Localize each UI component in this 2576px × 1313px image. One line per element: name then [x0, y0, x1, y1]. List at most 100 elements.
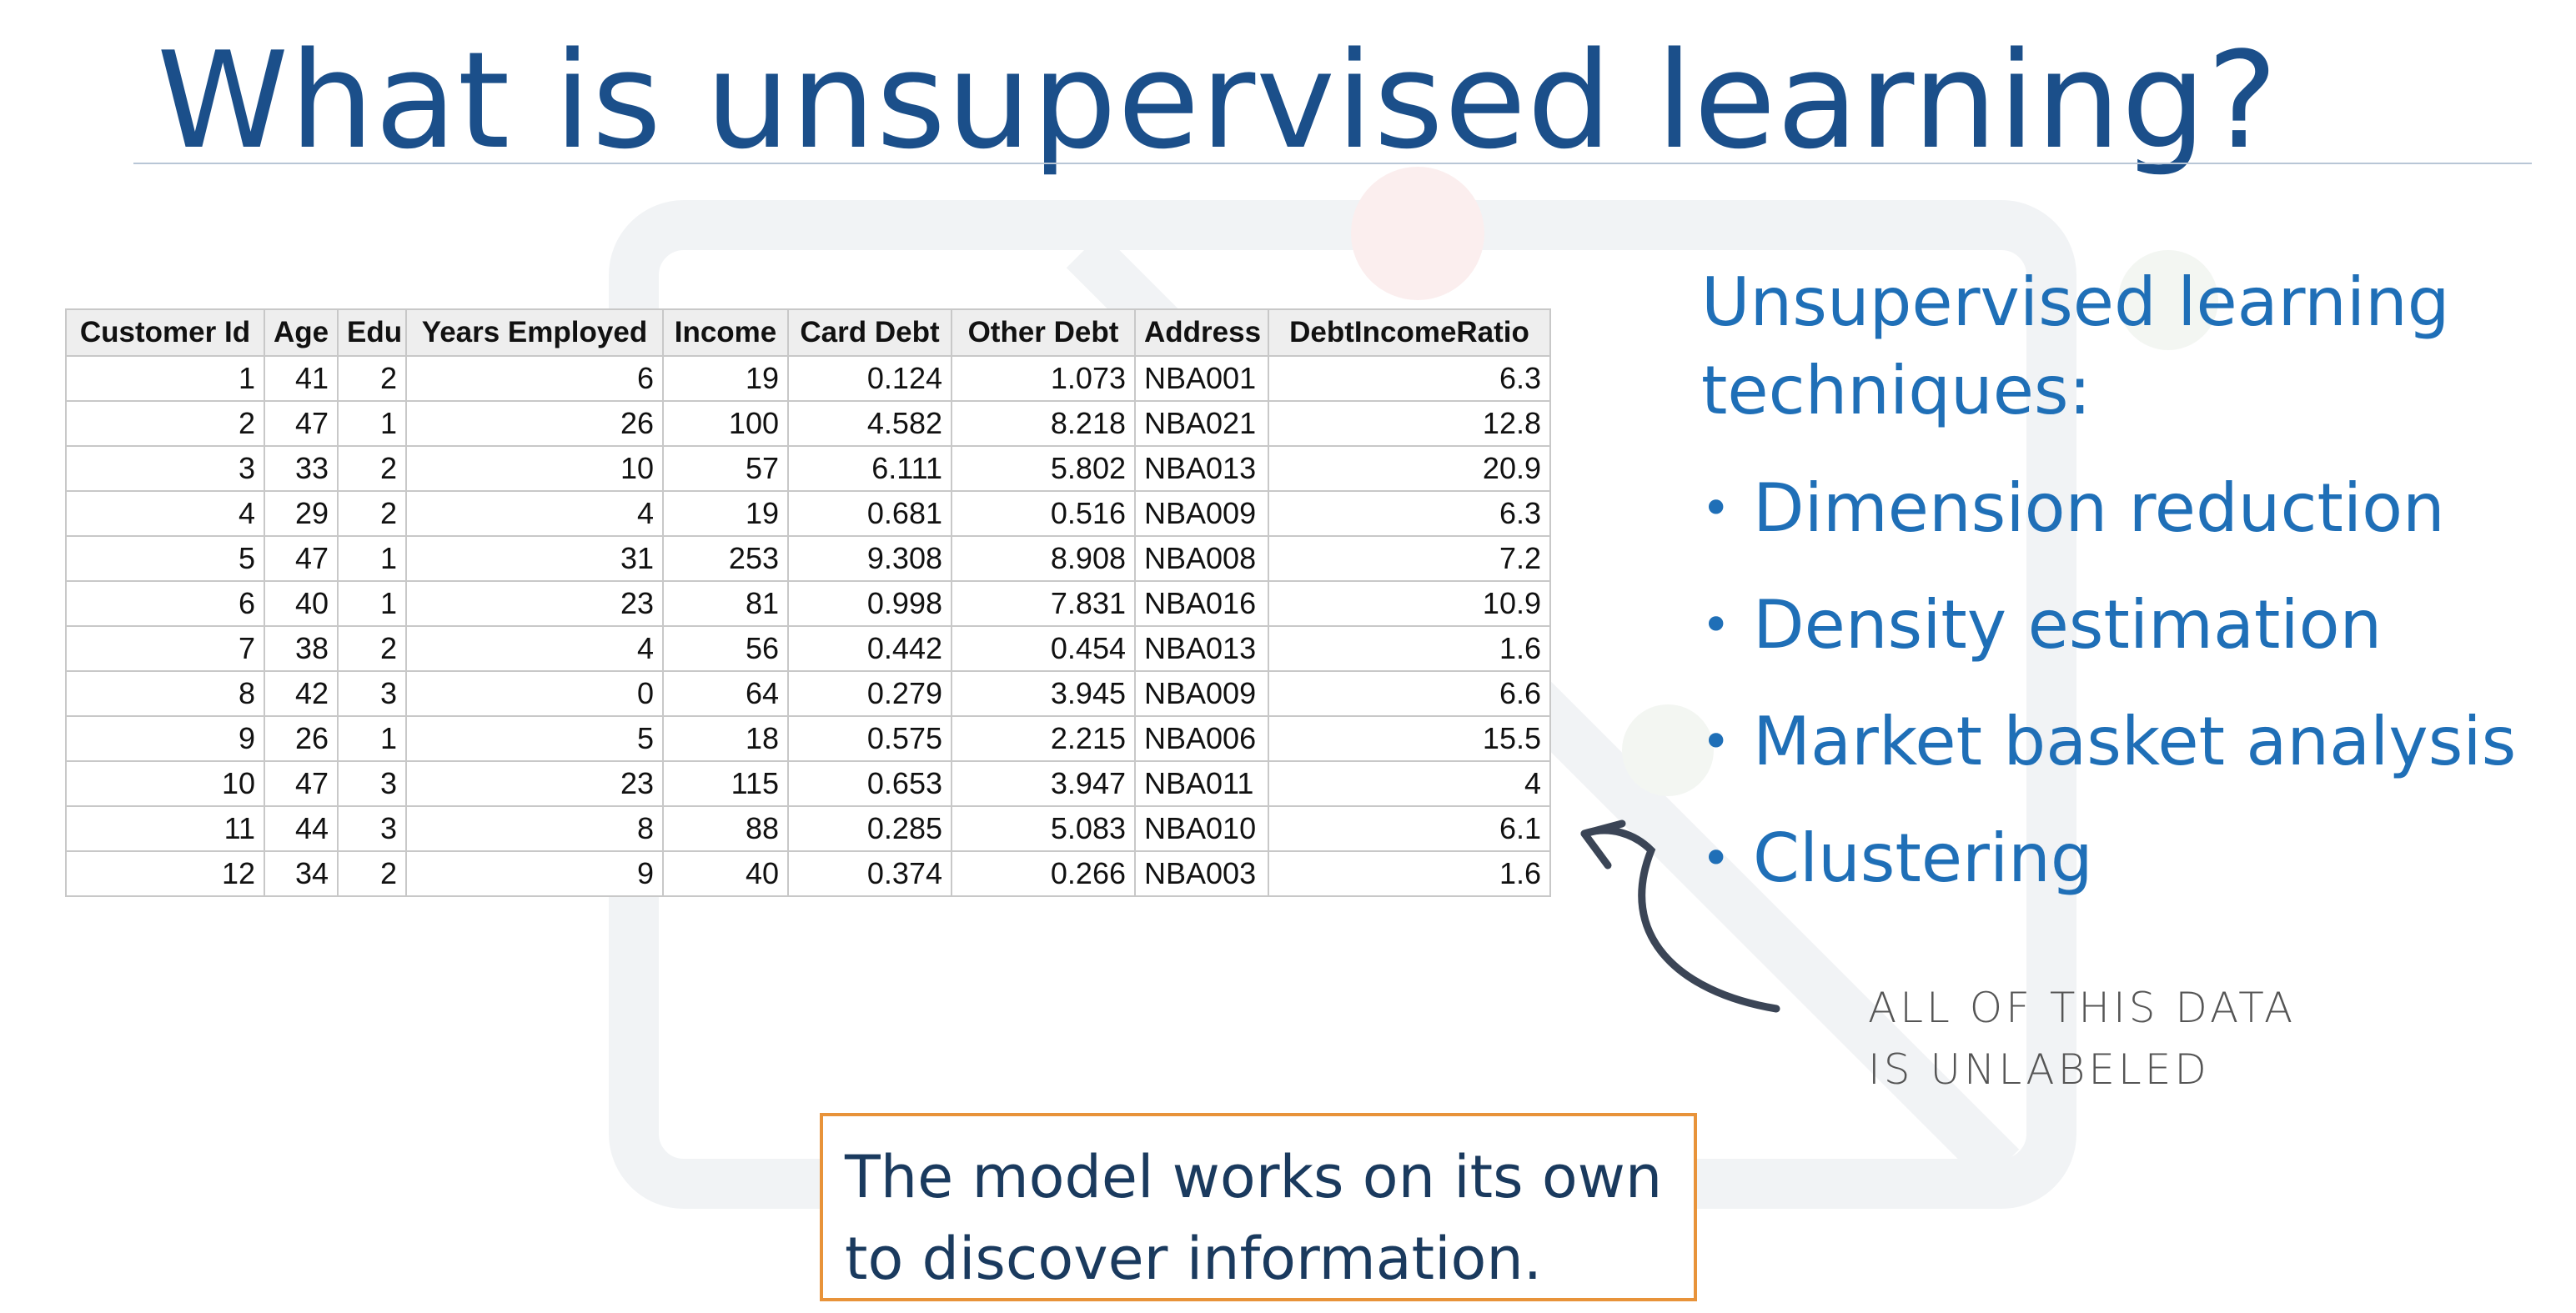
- bullet-icon: •: [1701, 713, 1731, 771]
- table-row: 9 26 1 5 18 0.575 2.215 NBA006 15.5: [65, 715, 1551, 762]
- table-cell: 4: [405, 490, 664, 537]
- table-cell: NBA006: [1134, 715, 1269, 762]
- table-cell: 6.3: [1268, 355, 1551, 402]
- table-row: 11 44 3 8 88 0.285 5.083 NBA010 6.1: [65, 805, 1551, 852]
- column-header: Address: [1134, 308, 1269, 357]
- table-cell: 2: [65, 400, 265, 447]
- table-row: 7 38 2 4 56 0.442 0.454 NBA013 1.6: [65, 625, 1551, 672]
- table-cell: 0.124: [787, 355, 952, 402]
- table-cell: 29: [264, 490, 339, 537]
- table-cell: 0.575: [787, 715, 952, 762]
- table-cell: 10.9: [1268, 580, 1551, 627]
- column-header: Other Debt: [951, 308, 1136, 357]
- table-cell: 2: [337, 625, 407, 672]
- table-cell: NBA010: [1134, 805, 1269, 852]
- table-cell: 1: [337, 535, 407, 582]
- table-cell: 0.285: [787, 805, 952, 852]
- table-cell: 47: [264, 400, 339, 447]
- table-cell: 10: [65, 760, 265, 807]
- table-cell: 40: [662, 850, 789, 897]
- table-cell: 8: [65, 670, 265, 717]
- table-cell: 0.279: [787, 670, 952, 717]
- table-row: 6 40 1 23 81 0.998 7.831 NBA016 10.9: [65, 580, 1551, 627]
- table-cell: 41: [264, 355, 339, 402]
- table-cell: 1: [337, 400, 407, 447]
- slide-title: What is unsupervised learning?: [157, 23, 2279, 178]
- table-cell: NBA008: [1134, 535, 1269, 582]
- table-cell: 8: [405, 805, 664, 852]
- table-cell: 4.582: [787, 400, 952, 447]
- title-divider: [133, 163, 2532, 164]
- table-cell: NBA003: [1134, 850, 1269, 897]
- technique-label: Market basket analysis: [1753, 703, 2517, 780]
- table-cell: 3: [337, 760, 407, 807]
- column-header: Card Debt: [787, 308, 952, 357]
- table-cell: 8.218: [951, 400, 1136, 447]
- table-cell: 3: [337, 805, 407, 852]
- table-row: 1 41 2 6 19 0.124 1.073 NBA001 6.3: [65, 355, 1551, 402]
- column-header: Years Employed: [405, 308, 664, 357]
- table-cell: 7.831: [951, 580, 1136, 627]
- table-cell: 88: [662, 805, 789, 852]
- technique-label: Clustering: [1753, 819, 2093, 897]
- table-cell: 23: [405, 580, 664, 627]
- table-cell: 5.802: [951, 445, 1136, 492]
- table-cell: 6: [65, 580, 265, 627]
- table-cell: 6.111: [787, 445, 952, 492]
- table-cell: 3.947: [951, 760, 1136, 807]
- table-cell: 3: [337, 670, 407, 717]
- table-cell: 26: [264, 715, 339, 762]
- bullet-icon: •: [1701, 479, 1731, 538]
- table-cell: 6.6: [1268, 670, 1551, 717]
- table-cell: 6.3: [1268, 490, 1551, 537]
- table-cell: 20.9: [1268, 445, 1551, 492]
- table-cell: 31: [405, 535, 664, 582]
- table-cell: 47: [264, 535, 339, 582]
- bullet-icon: •: [1701, 596, 1731, 654]
- table-cell: 64: [662, 670, 789, 717]
- list-item: • Clustering: [1701, 813, 2516, 930]
- table-cell: 10: [405, 445, 664, 492]
- table-cell: 4: [65, 490, 265, 537]
- unlabeled-annotation: ALL OF THIS DATA IS UNLABELED: [1868, 977, 2452, 1100]
- techniques-heading: Unsupervised learning techniques:: [1701, 258, 2518, 435]
- table-cell: 3: [65, 445, 265, 492]
- table-row: 2 47 1 26 100 4.582 8.218 NBA021 12.8: [65, 400, 1551, 447]
- table-cell: NBA001: [1134, 355, 1269, 402]
- table-cell: 0.653: [787, 760, 952, 807]
- table-cell: 5: [65, 535, 265, 582]
- techniques-heading-line1: Unsupervised learning: [1701, 263, 2450, 341]
- table-cell: 0.442: [787, 625, 952, 672]
- table-cell: 7: [65, 625, 265, 672]
- table-cell: NBA011: [1134, 760, 1269, 807]
- table-cell: 0.454: [951, 625, 1136, 672]
- table-cell: 1: [337, 580, 407, 627]
- table-cell: 38: [264, 625, 339, 672]
- table-cell: 0.681: [787, 490, 952, 537]
- table-row: 12 34 2 9 40 0.374 0.266 NBA003 1.6: [65, 850, 1551, 897]
- table-header-row: Customer Id Age Edu Years Employed Income Car…: [65, 308, 1551, 357]
- table-cell: 12: [65, 850, 265, 897]
- column-header: Income: [662, 308, 789, 357]
- list-item: • Market basket analysis: [1701, 696, 2516, 813]
- table-cell: 11: [65, 805, 265, 852]
- table-cell: 5.083: [951, 805, 1136, 852]
- table-cell: 0: [405, 670, 664, 717]
- list-item: • Dimension reduction: [1701, 463, 2516, 579]
- table-cell: 56: [662, 625, 789, 672]
- table-cell: 23: [405, 760, 664, 807]
- table-cell: NBA013: [1134, 625, 1269, 672]
- table-cell: 18: [662, 715, 789, 762]
- table-cell: 115: [662, 760, 789, 807]
- table-cell: 19: [662, 355, 789, 402]
- table-cell: 4: [405, 625, 664, 672]
- table-row: 4 29 2 4 19 0.681 0.516 NBA009 6.3: [65, 490, 1551, 537]
- technique-label: Density estimation: [1753, 586, 2383, 664]
- table-cell: 0.516: [951, 490, 1136, 537]
- table-cell: NBA009: [1134, 490, 1269, 537]
- column-header: Customer Id: [65, 308, 265, 357]
- bullet-icon: •: [1701, 829, 1731, 888]
- annotation-line2: IS UNLABELED: [1868, 1045, 2210, 1094]
- table-cell: 6.1: [1268, 805, 1551, 852]
- table-row: 10 47 3 23 115 0.653 3.947 NBA011 4: [65, 760, 1551, 807]
